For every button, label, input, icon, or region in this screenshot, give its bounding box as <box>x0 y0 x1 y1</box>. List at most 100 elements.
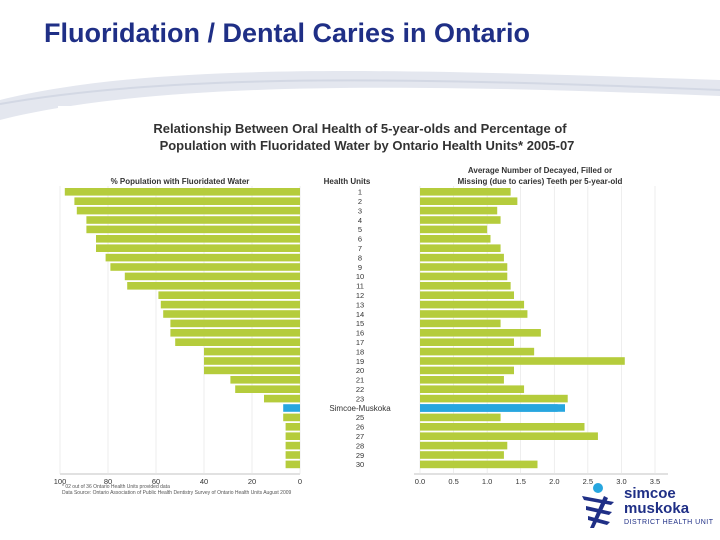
left-tick-80: 80 <box>104 477 112 486</box>
right-bar-25 <box>420 413 501 422</box>
right-bar-3 <box>420 206 498 215</box>
left-bar-3 <box>76 206 300 215</box>
category-label-8: 8 <box>358 253 362 262</box>
right-bar-20 <box>420 366 514 375</box>
chart-title-line-1: Relationship Between Oral Health of 5-ye… <box>153 121 567 136</box>
right-bar-6 <box>420 235 491 243</box>
left-bar-20 <box>204 366 300 375</box>
left-bar-14 <box>163 310 300 318</box>
right-bar-21 <box>420 376 504 384</box>
right-tick-3.0: 3.0 <box>616 477 626 486</box>
left-tick-60: 60 <box>152 477 160 486</box>
right-bar-5 <box>420 225 488 234</box>
right-bar-13 <box>420 300 525 309</box>
right-bar-7 <box>420 244 501 252</box>
left-bar-9 <box>110 263 301 271</box>
category-label-21: 21 <box>356 376 364 385</box>
left-bar-6 <box>96 235 300 243</box>
footnote-1: * 02 out of 36 Ontario Health Units prov… <box>62 484 170 490</box>
left-tick-0: 0 <box>298 477 302 486</box>
left-bar-group <box>64 188 301 469</box>
category-header: Health Units <box>324 177 371 186</box>
category-label-25: 25 <box>356 413 364 422</box>
category-label-6: 6 <box>358 235 362 244</box>
right-bar-18 <box>420 347 535 356</box>
left-tick-100: 100 <box>54 477 67 486</box>
category-label-5: 5 <box>358 225 362 234</box>
right-bar-group <box>420 188 625 469</box>
category-label-4: 4 <box>358 216 362 225</box>
left-bar-18 <box>204 347 300 356</box>
right-bar-29 <box>420 451 504 459</box>
right-bar-30 <box>420 460 538 469</box>
right-bar-14 <box>420 310 528 318</box>
category-label-29: 29 <box>356 451 364 460</box>
left-bar-12 <box>158 291 300 299</box>
category-label-20: 20 <box>356 366 364 375</box>
category-label-28: 28 <box>356 441 364 450</box>
category-label-2: 2 <box>358 197 362 206</box>
logo-word-simcoe: simcoe <box>624 485 676 502</box>
left-bar-30 <box>285 460 300 469</box>
left-bar-23 <box>264 394 300 403</box>
left-bar-Simcoe-Muskoka <box>283 404 300 412</box>
category-label-1: 1 <box>358 188 362 197</box>
right-bar-15 <box>420 319 501 328</box>
left-bar-29 <box>285 451 300 459</box>
right-tick-1.0: 1.0 <box>482 477 492 486</box>
left-tick-40: 40 <box>200 477 208 486</box>
category-label-23: 23 <box>356 394 364 403</box>
left-bar-8 <box>105 253 300 262</box>
category-label-17: 17 <box>356 338 364 347</box>
right-bar-2 <box>420 197 518 205</box>
logo-word-muskoka: muskoka <box>624 500 690 517</box>
left-bar-17 <box>175 338 300 346</box>
logo-tagline: DISTRICT HEALTH UNIT <box>624 519 714 526</box>
right-bar-1 <box>420 188 511 196</box>
left-bar-25 <box>283 413 300 422</box>
right-series-label-line-1: Average Number of Decayed, Filled or <box>468 166 612 175</box>
right-bar-26 <box>420 423 585 431</box>
right-bar-28 <box>420 441 508 450</box>
left-bar-22 <box>235 385 300 393</box>
category-label-12: 12 <box>356 291 364 300</box>
right-bar-12 <box>420 291 514 299</box>
right-bar-9 <box>420 263 508 271</box>
right-bar-19 <box>420 357 625 365</box>
left-bar-2 <box>74 197 301 205</box>
left-tick-20: 20 <box>248 477 256 486</box>
left-bar-15 <box>170 319 300 328</box>
right-tick-0.0: 0.0 <box>415 477 425 486</box>
highlight-bar-extended <box>420 404 565 412</box>
category-label-16: 16 <box>356 329 364 338</box>
left-bar-5 <box>86 225 301 234</box>
right-tick-2.0: 2.0 <box>549 477 559 486</box>
category-label-7: 7 <box>358 244 362 253</box>
right-bar-4 <box>420 216 501 224</box>
category-label-9: 9 <box>358 263 362 272</box>
right-bar-17 <box>420 338 514 346</box>
left-bar-21 <box>230 376 300 384</box>
category-label-26: 26 <box>356 423 364 432</box>
right-bar-10 <box>420 272 508 281</box>
left-bar-19 <box>204 357 300 365</box>
left-series-label: % Population with Fluoridated Water <box>111 177 250 186</box>
left-bar-16 <box>170 329 300 337</box>
category-label-18: 18 <box>356 347 364 356</box>
slide-title: Fluoridation / Dental Caries in Ontario <box>44 18 531 48</box>
left-bar-28 <box>285 441 300 450</box>
category-label-10: 10 <box>356 272 364 281</box>
category-label-Simcoe-Muskoka: Simcoe-Muskoka <box>329 404 391 413</box>
logo-figure-icon <box>582 483 614 528</box>
category-label-22: 22 <box>356 385 364 394</box>
left-bar-26 <box>285 423 300 431</box>
right-tick-1.5: 1.5 <box>515 477 525 486</box>
left-bar-10 <box>124 272 300 281</box>
left-bar-11 <box>127 282 300 290</box>
right-bar-16 <box>420 329 541 337</box>
category-label-group: 1234567891011121314151617181920212223Sim… <box>329 188 391 470</box>
simcoe-muskoka-logo: simcoe muskoka DISTRICT HEALTH UNIT <box>578 482 718 534</box>
left-bar-7 <box>96 244 300 252</box>
left-bar-13 <box>160 300 300 309</box>
